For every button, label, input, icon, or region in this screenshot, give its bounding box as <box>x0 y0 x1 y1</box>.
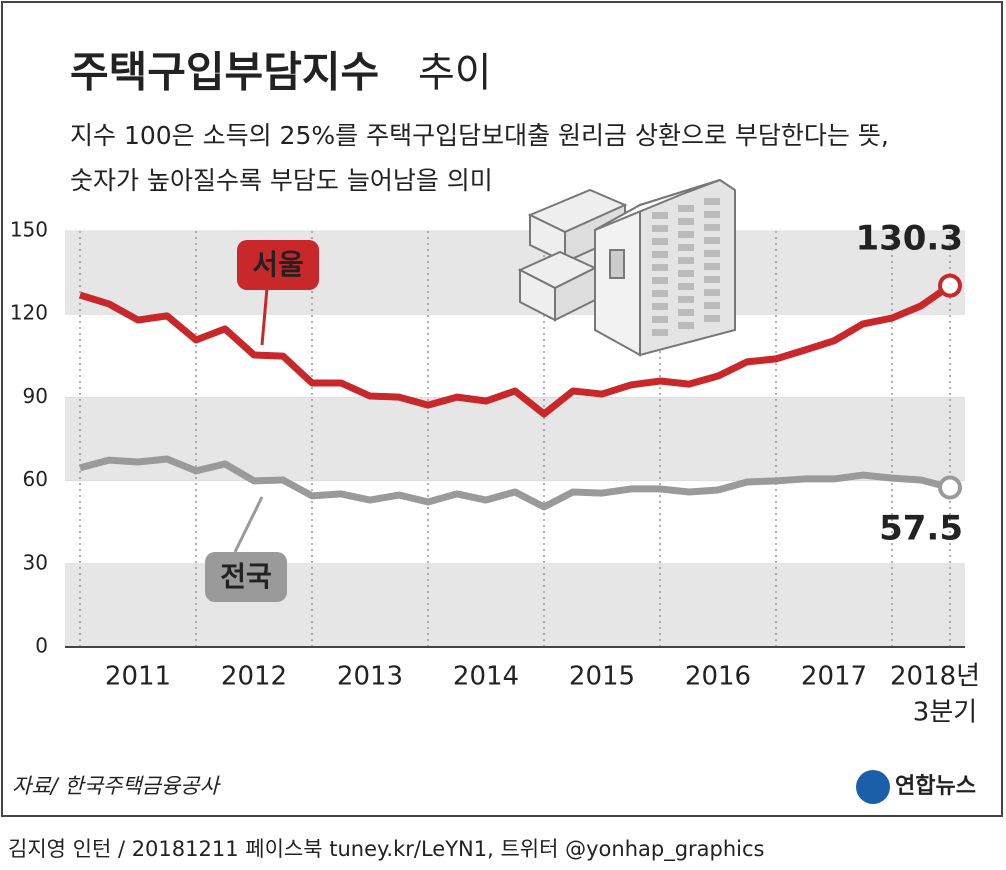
window <box>704 237 720 244</box>
window <box>652 238 668 245</box>
plot: 0 30 60 90 120 150 2011 2012 2013 2014 2015 2016 201… <box>10 218 980 728</box>
end-marker <box>938 475 962 500</box>
window <box>678 309 694 316</box>
window <box>704 289 720 296</box>
window <box>704 211 720 218</box>
x-tick-label: 2012 <box>221 662 287 692</box>
window <box>704 276 720 283</box>
window <box>652 277 668 284</box>
value-label: 57.5 <box>879 509 963 549</box>
series-label-box <box>237 240 319 290</box>
window <box>652 225 668 232</box>
logo: 연합뉴스 <box>895 773 976 799</box>
x-tick-label: 2013 <box>337 662 403 692</box>
y-tick-label: 120 <box>10 301 48 325</box>
y-tick-label: 90 <box>23 384 48 408</box>
window <box>678 296 694 303</box>
legend-label: 전국 <box>220 560 272 593</box>
window <box>678 231 694 238</box>
frame <box>1 1 1003 817</box>
x-tick-label: 2017 <box>801 662 867 692</box>
window <box>704 224 720 231</box>
callout-pointer <box>233 496 264 553</box>
window <box>678 218 694 225</box>
y-tick-label: 0 <box>35 634 48 658</box>
subtitle: 숫자가 높아질수록 부담도 늘어남을 의미 <box>70 166 493 195</box>
y-tick-label: 30 <box>23 550 48 574</box>
x-tick-label: 2014 <box>453 662 519 692</box>
window <box>652 251 668 258</box>
source: 자료/ 한국주택금융공사 <box>12 774 222 798</box>
window <box>652 316 668 323</box>
credit: 김지영 인턴 / 20181211 페이스북 tuney.kr/LeYN1, 트… <box>8 837 765 862</box>
window <box>678 244 694 251</box>
y-tick-label: 60 <box>23 467 48 491</box>
callout-pointer <box>260 287 269 346</box>
window <box>678 257 694 264</box>
windows <box>652 198 720 336</box>
x-tick-label: 2018년 <box>890 662 980 692</box>
window <box>678 283 694 290</box>
logo-icon <box>856 770 890 804</box>
window <box>704 263 720 270</box>
grid-band <box>65 231 965 315</box>
series-line <box>78 282 953 418</box>
window <box>652 264 668 271</box>
window <box>678 270 694 277</box>
window <box>704 302 720 309</box>
chart-title: 주택구입부담지수 <box>70 48 379 97</box>
end-marker <box>938 273 962 298</box>
x-tick-label: 2016 <box>685 662 751 692</box>
x-tick-label: 2011 <box>105 662 171 692</box>
window <box>652 303 668 310</box>
x-tick-label: 2015 <box>569 662 635 692</box>
illustration <box>517 178 736 357</box>
window <box>704 315 720 322</box>
series-label-box <box>205 552 287 602</box>
window <box>704 250 720 257</box>
window <box>678 205 694 212</box>
value-label: 130.3 <box>855 219 963 259</box>
subtitle: 지수 100은 소득의 25%를 주택구입담보대출 원리금 상환으로 부담한다는… <box>70 121 889 150</box>
window <box>678 322 694 329</box>
y-tick-label: 150 <box>10 218 48 242</box>
x-tick-label: 3분기 <box>913 698 977 728</box>
window <box>652 329 668 336</box>
window <box>704 198 720 205</box>
chart-title-light: 추이 <box>418 50 492 96</box>
series-line <box>79 455 951 511</box>
legend-label: 서울 <box>252 248 304 281</box>
grid-band <box>65 563 965 647</box>
window <box>652 212 668 219</box>
window <box>652 290 668 297</box>
